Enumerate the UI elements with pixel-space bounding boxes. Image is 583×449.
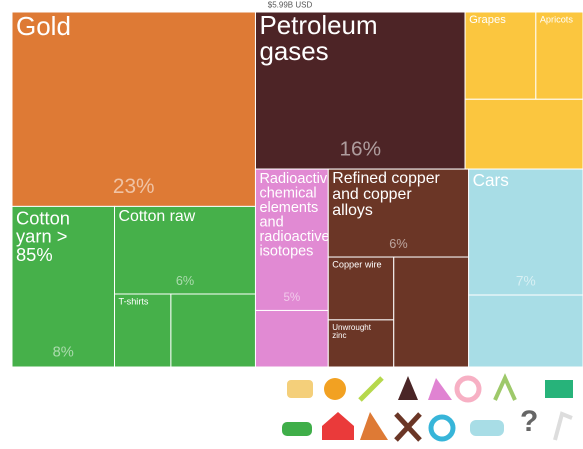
tile	[254, 168, 329, 311]
tile-label-line: chemical	[259, 185, 316, 201]
tile-label: Cotton yarn >85%	[16, 207, 70, 265]
tile-label: Copper wire	[332, 259, 381, 269]
tile-label: Gold	[16, 11, 71, 41]
tile-label: T-shirts	[119, 296, 149, 306]
tile-label-line: Petroleum	[259, 12, 377, 40]
tile-label-line: zinc	[332, 330, 346, 339]
icon	[394, 412, 422, 442]
tile	[254, 309, 329, 368]
tile-value-label: 6%	[389, 237, 407, 251]
tile	[327, 319, 395, 368]
tile	[11, 11, 256, 207]
icon	[493, 373, 517, 401]
icon	[322, 412, 354, 440]
tile-label-line: Cotton	[16, 207, 70, 228]
icon	[282, 422, 312, 436]
icon	[287, 380, 313, 398]
tile-label: Cotton raw	[119, 208, 196, 225]
icon	[454, 375, 482, 403]
icon	[398, 376, 418, 400]
tile	[170, 293, 256, 368]
tile-value-label: 5%	[283, 292, 300, 304]
sector-icons: ?	[282, 373, 573, 442]
tile	[114, 293, 172, 368]
tile-label-line: isotopes	[259, 243, 313, 259]
tile-label: Unwrought zinc	[332, 322, 371, 339]
tile	[114, 205, 256, 295]
tile-label-line: gases	[259, 38, 328, 66]
tile-label-line: and	[259, 214, 283, 230]
tile-value-label: 8%	[53, 344, 74, 360]
tile-label: Grapes	[469, 14, 506, 26]
tile-label-line: yarn >	[16, 225, 67, 246]
icon	[470, 420, 504, 436]
tile-value-label: 6%	[176, 274, 194, 288]
tile	[393, 256, 470, 368]
tile	[468, 168, 583, 296]
subtitle: $5.99B USD	[268, 1, 313, 10]
tile-value-label: 7%	[516, 273, 536, 288]
tile	[254, 11, 466, 170]
tile	[464, 11, 537, 100]
tile-value-label: 23%	[113, 175, 155, 198]
tile-value-label: 16%	[340, 138, 381, 161]
tile-label: Apricots	[540, 14, 573, 24]
tile	[11, 205, 116, 368]
icon	[428, 378, 452, 400]
tile-label: Cars	[473, 170, 509, 190]
icon	[428, 414, 456, 442]
icon	[360, 412, 388, 440]
tile	[327, 168, 470, 258]
icon	[553, 411, 573, 441]
tile-label-line: alloys	[332, 202, 373, 219]
tile-label-line: and copper	[332, 186, 412, 203]
icon	[545, 380, 573, 398]
icon	[324, 378, 346, 400]
icon	[358, 376, 384, 402]
tile-label-line: Refined copper	[332, 170, 440, 187]
tile-label: Refined copper and copper alloys	[332, 170, 440, 219]
tile	[464, 98, 583, 170]
tile-label-line: Unwrought	[332, 322, 371, 331]
tile-label-line: 85%	[16, 244, 53, 265]
tile	[468, 294, 583, 368]
tile	[535, 11, 583, 100]
tile-label-line: radioactive	[259, 229, 329, 245]
tile-label-line: elements	[259, 200, 318, 216]
tile-label-line: Radioactive	[259, 171, 335, 187]
icon: ?	[520, 405, 538, 438]
tile-label: Petroleum gases	[259, 12, 377, 66]
tile-label: Radioactive chemical elements and radioactiv…	[259, 171, 335, 259]
